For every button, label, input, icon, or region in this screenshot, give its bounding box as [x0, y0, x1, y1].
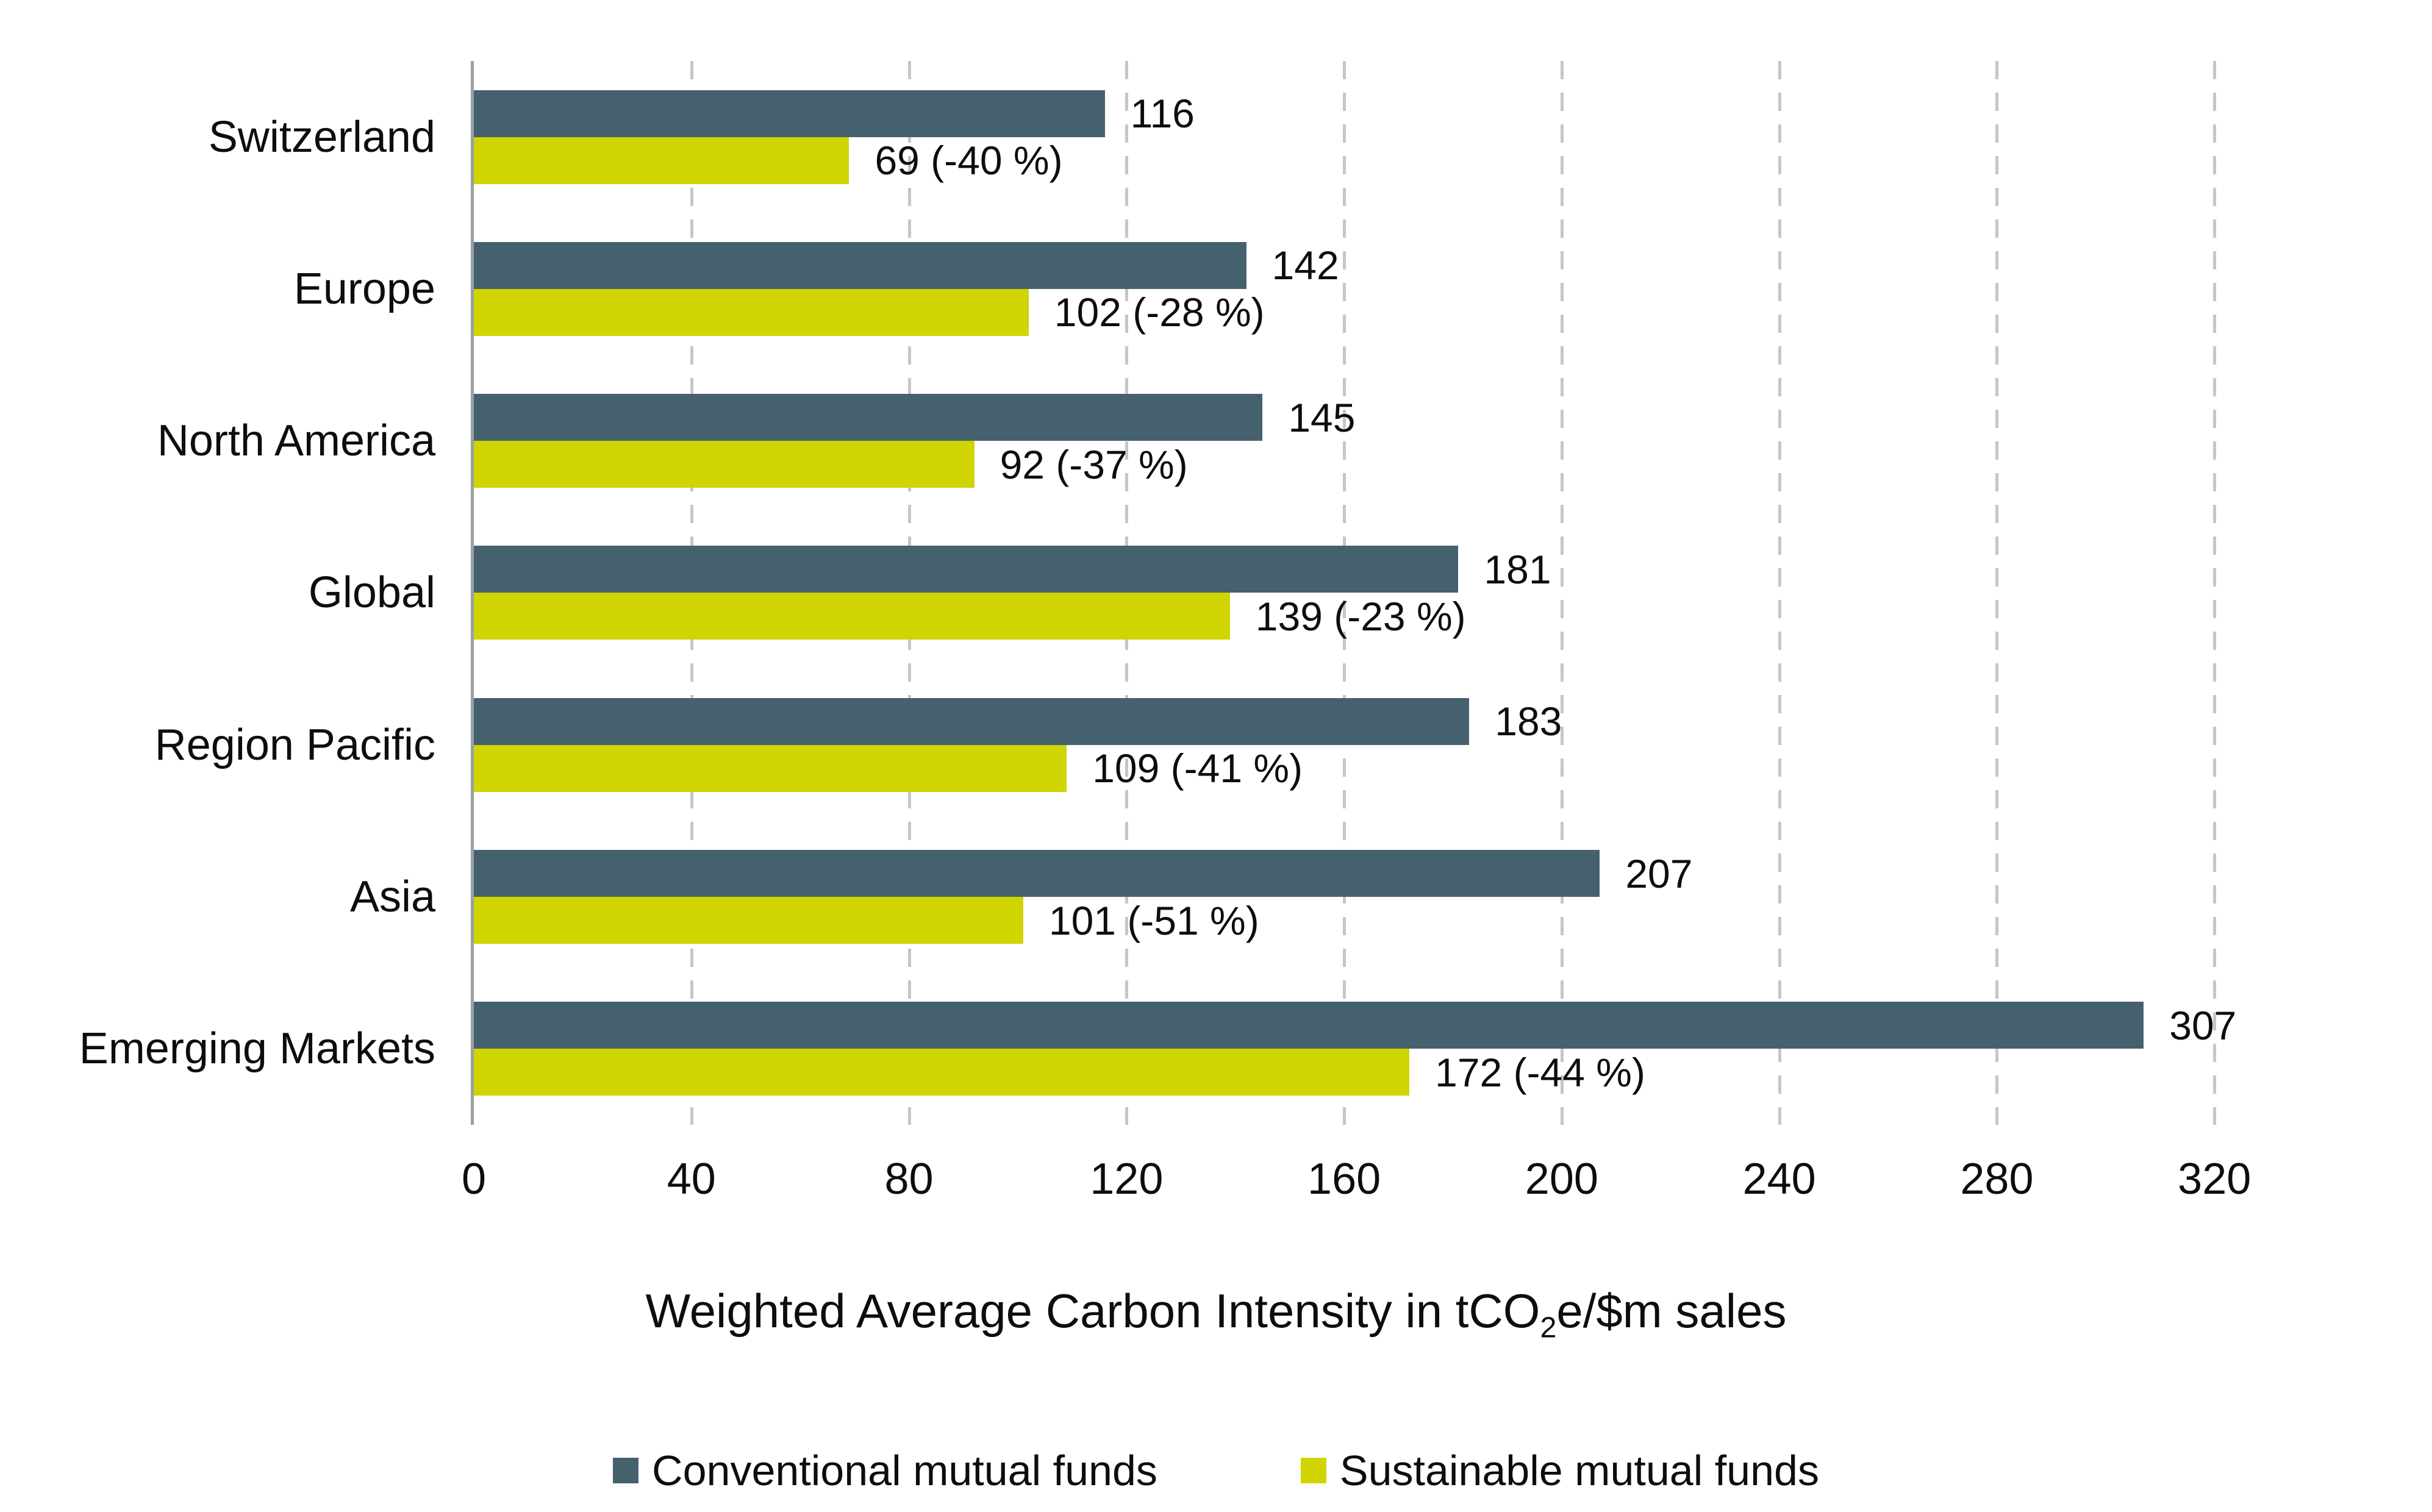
x-tick-label: 0: [461, 1155, 487, 1204]
conventional-bar-line: 307: [474, 1002, 2432, 1049]
value-label: 101 (-51 %): [1048, 897, 1259, 943]
x-axis-title-pre: Weighted Average Carbon Intensity in tCO: [645, 1284, 1540, 1338]
value-label: 145: [1288, 394, 1356, 440]
conventional-bar-line: 145: [474, 394, 2432, 441]
sustainable-bar-line: 102 (-28 %): [474, 288, 2432, 336]
gridline-160: [1343, 61, 1347, 1125]
bar-row: 307 172 (-44 %): [474, 973, 2432, 1125]
value-label: 102 (-28 %): [1054, 290, 1265, 335]
sustainable-bar: [474, 1049, 1410, 1096]
sustainable-bar-line: 139 (-23 %): [474, 593, 2432, 640]
sustainable-bar: [474, 744, 1067, 792]
conventional-bar: [474, 394, 1263, 441]
category-label: Region Pacific: [154, 720, 435, 769]
legend-item-sustainable: Sustainable mutual funds: [1300, 1446, 1819, 1495]
x-tick-label: 160: [1307, 1155, 1381, 1204]
x-axis-title: Weighted Average Carbon Intensity in tCO…: [0, 1283, 2432, 1345]
bar-row: 183 109 (-41 %): [474, 669, 2432, 821]
sustainable-bar-line: 92 (-37 %): [474, 441, 2432, 488]
conventional-bar: [474, 1002, 2144, 1049]
x-tick-label: 80: [884, 1155, 934, 1204]
category-label: Global: [308, 568, 435, 618]
bar-row: 207 101 (-51 %): [474, 821, 2432, 972]
sustainable-bar: [474, 441, 975, 488]
legend-item-conventional: Conventional mutual funds: [613, 1446, 1157, 1495]
x-axis-ticks: 0 40 80 120 160 200 240 280 320: [462, 1154, 2432, 1209]
category-label: Emerging Markets: [79, 1024, 435, 1074]
conventional-bar-line: 183: [474, 697, 2432, 745]
category-labels: Switzerland Europe North America Global Regi…: [0, 61, 471, 1125]
x-tick-label: 40: [667, 1155, 716, 1204]
bar-rows: 116 69 (-40 %) 142 102 (-28 %) 145 92 (-37 %)…: [474, 61, 2432, 1125]
sustainable-bar-line: 101 (-51 %): [474, 897, 2432, 944]
category-label: North America: [157, 416, 435, 466]
conventional-bar-line: 207: [474, 850, 2432, 897]
conventional-bar: [474, 697, 1470, 745]
conventional-bar: [474, 850, 1600, 897]
value-label: 92 (-37 %): [1000, 441, 1188, 487]
x-axis-title-post: e/$m sales: [1556, 1284, 1787, 1338]
legend-swatch-icon: [613, 1458, 639, 1483]
legend-label: Conventional mutual funds: [652, 1447, 1157, 1494]
plot-wrap: Switzerland Europe North America Global Regi…: [0, 61, 2432, 1125]
bar-row: 142 102 (-28 %): [474, 213, 2432, 365]
category-label: Europe: [293, 264, 435, 313]
category-label: Asia: [349, 872, 435, 922]
value-label: 207: [1625, 850, 1693, 896]
sustainable-bar-line: 69 (-40 %): [474, 137, 2432, 184]
value-label: 142: [1271, 243, 1339, 288]
x-tick-label: 200: [1525, 1155, 1598, 1204]
x-tick-label: 280: [1960, 1155, 2034, 1204]
sustainable-bar: [474, 288, 1029, 336]
conventional-bar-line: 142: [474, 241, 2432, 289]
value-label: 181: [1484, 546, 1551, 592]
conventional-bar-line: 181: [474, 546, 2432, 593]
x-axis-title-sub: 2: [1540, 1311, 1557, 1344]
value-label: 172 (-44 %): [1435, 1049, 1645, 1095]
sustainable-bar: [474, 897, 1023, 944]
gridline-320: [2213, 61, 2217, 1125]
x-tick-label: 240: [1742, 1155, 1816, 1204]
bar-row: 145 92 (-37 %): [474, 365, 2432, 517]
legend: Conventional mutual funds Sustainable mut…: [0, 1446, 2432, 1495]
sustainable-bar: [474, 593, 1230, 640]
value-label: 116: [1130, 91, 1195, 137]
value-label: 109 (-41 %): [1092, 746, 1303, 791]
category-label: Switzerland: [208, 112, 435, 162]
value-label: 307: [2169, 1002, 2237, 1048]
conventional-bar: [474, 546, 1459, 593]
gridline-240: [1778, 61, 1781, 1125]
conventional-bar: [474, 241, 1246, 289]
sustainable-bar: [474, 137, 849, 184]
value-label: 183: [1495, 699, 1562, 744]
bar-row: 181 139 (-23 %): [474, 517, 2432, 669]
x-tick-label: 320: [2178, 1155, 2251, 1204]
bar-row: 116 69 (-40 %): [474, 61, 2432, 213]
sustainable-bar-line: 109 (-41 %): [474, 744, 2432, 792]
conventional-bar: [474, 90, 1105, 137]
gridline-200: [1560, 61, 1564, 1125]
sustainable-bar-line: 172 (-44 %): [474, 1049, 2432, 1096]
plot-area: 116 69 (-40 %) 142 102 (-28 %) 145 92 (-37 %)…: [471, 61, 2432, 1125]
legend-swatch-icon: [1300, 1458, 1326, 1483]
conventional-bar-line: 116: [474, 90, 2432, 137]
gridline-280: [1995, 61, 1999, 1125]
x-tick-label: 120: [1090, 1155, 1164, 1204]
value-label: 139 (-23 %): [1255, 593, 1466, 639]
value-label: 69 (-40 %): [874, 138, 1063, 184]
legend-label: Sustainable mutual funds: [1339, 1447, 1819, 1494]
